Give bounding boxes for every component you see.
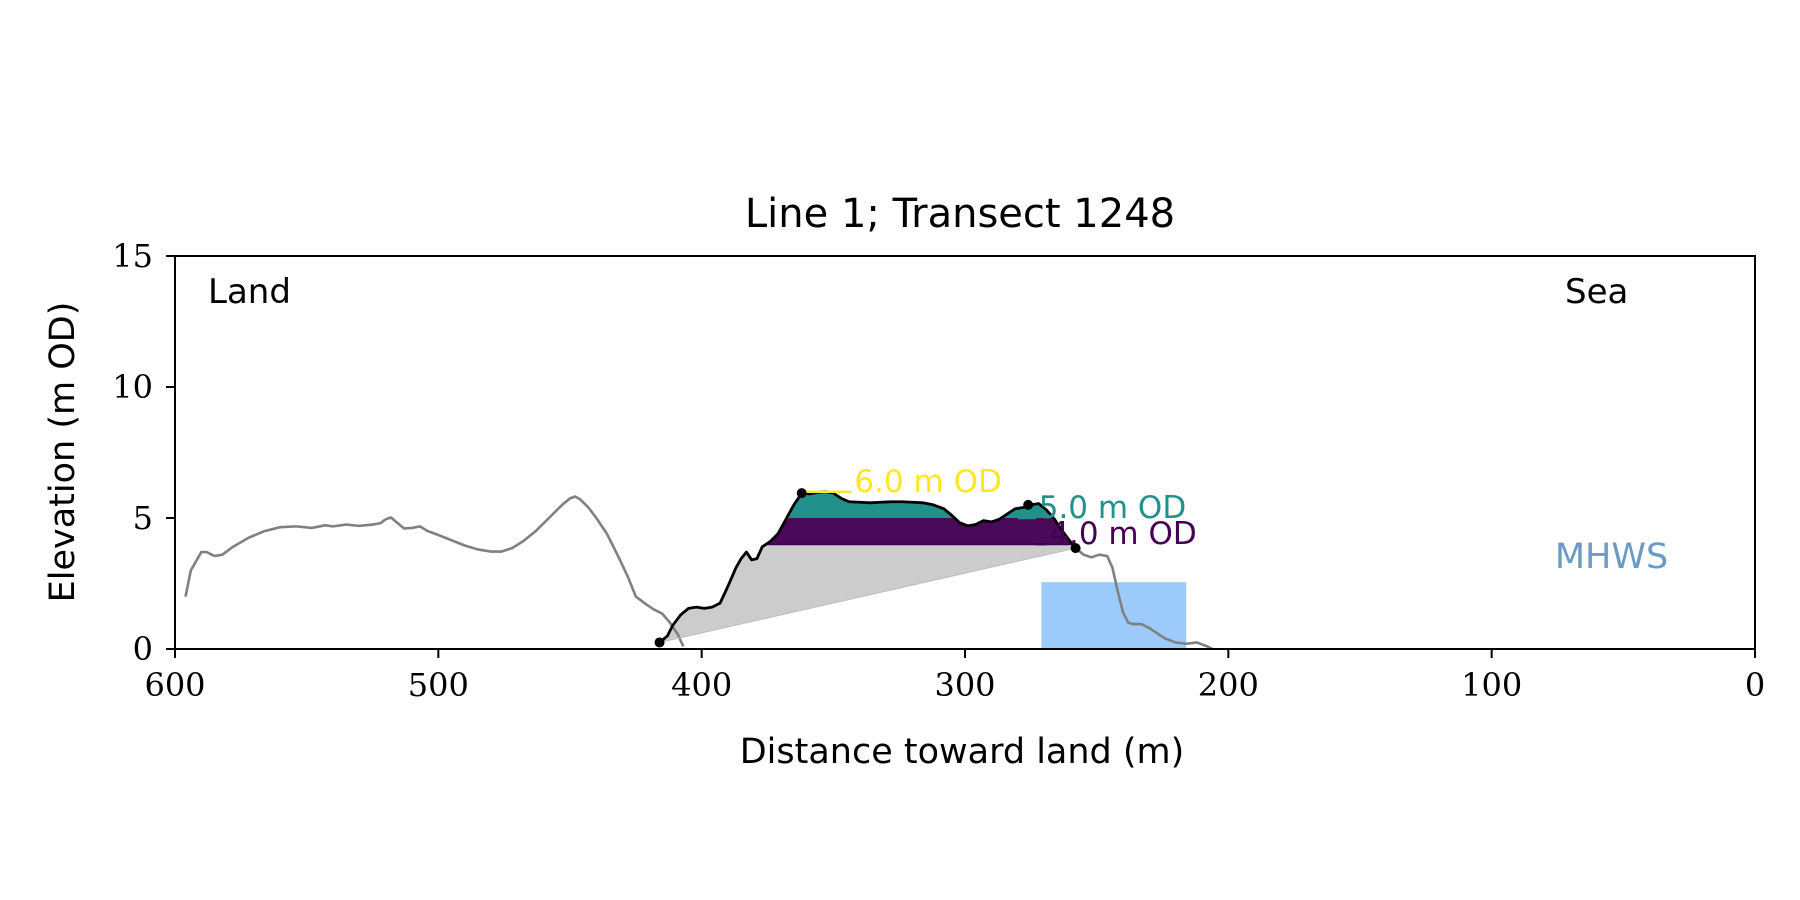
base-line [659,547,1076,643]
chart-title: Line 1; Transect 1248 [745,191,1175,237]
x-tick-label: 600 [144,666,205,704]
x-tick-label: 200 [1198,666,1259,704]
series-profile-seaward [1074,547,1214,651]
x-axis-label: Distance toward land (m) [740,732,1185,772]
y-tick-label: 5 [133,499,153,537]
x-tick-label: 100 [1461,666,1522,704]
mhws-label: MHWS [1555,537,1668,577]
x-tick-label: 400 [671,666,732,704]
marker-point [796,488,807,499]
y-tick-label: 10 [112,368,153,406]
base-volume-fill [659,544,1076,643]
x-tick-label: 300 [934,666,995,704]
y-tick-label: 15 [112,237,153,275]
x-tick-label: 500 [408,666,469,704]
sea-annotation: Sea [1565,272,1628,312]
marker-point [654,637,665,648]
land-annotation: Land [208,272,291,312]
series-profile-dune [658,490,1077,644]
y-axis: 0 5 10 15 [112,237,175,668]
series-profile-landward [184,495,685,647]
level-label-6: 6.0 m OD [854,464,1001,500]
x-axis: 600 500 400 300 200 100 0 [144,649,1765,704]
level-fill-5 [786,491,1054,518]
axes-frame [174,255,1756,650]
marker-point [1070,543,1081,554]
y-tick-label: 0 [133,630,153,668]
marker-point [1023,499,1034,510]
y-axis-label: Elevation (m OD) [43,302,83,603]
x-tick-label: 0 [1745,666,1765,704]
level-label-5: 5.0 m OD [1039,490,1186,526]
